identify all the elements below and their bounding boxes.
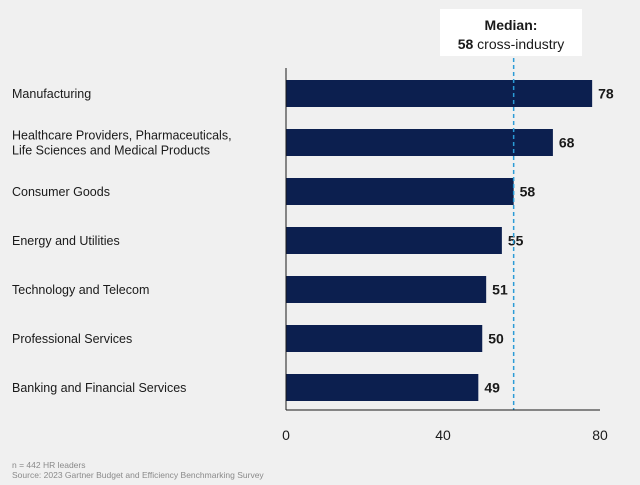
bar-6 [286, 325, 483, 352]
x-tick-label-1: 0 [282, 427, 290, 443]
category-label-line: Healthcare Providers, Pharmaceuticals, [12, 129, 232, 143]
category-label-6: Professional Services [12, 332, 132, 346]
x-tick-label-2: 40 [435, 427, 451, 443]
bar-4 [286, 227, 502, 254]
value-label-5: 51 [492, 282, 508, 298]
bar-1 [286, 80, 593, 107]
bars-group: 78 Manufacturing 68 Healthcare Providers, P… [12, 80, 614, 401]
value-label-1: 78 [598, 86, 614, 102]
category-label-line: Consumer Goods [12, 185, 110, 199]
x-ticks-group: 0 40 80 [282, 427, 608, 443]
footnote-sample-size: n = 442 HR leaders [12, 460, 85, 470]
median-suffix: cross-industry [473, 36, 564, 52]
category-label-1: Manufacturing [12, 87, 91, 101]
bar-3 [286, 178, 514, 205]
value-label-4: 55 [508, 233, 524, 249]
value-label-7: 49 [484, 380, 500, 396]
median-value: 58 [458, 36, 474, 52]
axes-group [285, 68, 600, 411]
category-label-line: Manufacturing [12, 87, 91, 101]
median-label-box [440, 9, 582, 56]
bar-7 [286, 374, 479, 401]
category-label-5: Technology and Telecom [12, 283, 149, 297]
category-label-line: Professional Services [12, 332, 132, 346]
bar-5 [286, 276, 487, 303]
x-tick-label-3: 80 [592, 427, 608, 443]
bar-2 [286, 129, 553, 156]
median-title: Median: [485, 17, 538, 33]
category-label-line: Banking and Financial Services [12, 381, 186, 395]
category-label-3: Consumer Goods [12, 185, 110, 199]
category-label-4: Energy and Utilities [12, 234, 120, 248]
category-label-line: Life Sciences and Medical Products [12, 144, 210, 158]
category-label-line: Technology and Telecom [12, 283, 149, 297]
median-subtitle: 58 cross-industry [458, 36, 565, 52]
value-label-3: 58 [520, 184, 536, 200]
footnote-source: Source: 2023 Gartner Budget and Efficien… [12, 470, 264, 480]
category-label-2: Healthcare Providers, Pharmaceuticals, Li… [12, 129, 232, 158]
value-label-2: 68 [559, 135, 575, 151]
median-annotation: Median: 58 cross-industry [440, 9, 582, 410]
category-label-line: Energy and Utilities [12, 234, 120, 248]
category-label-7: Banking and Financial Services [12, 381, 186, 395]
value-label-6: 50 [488, 331, 504, 347]
